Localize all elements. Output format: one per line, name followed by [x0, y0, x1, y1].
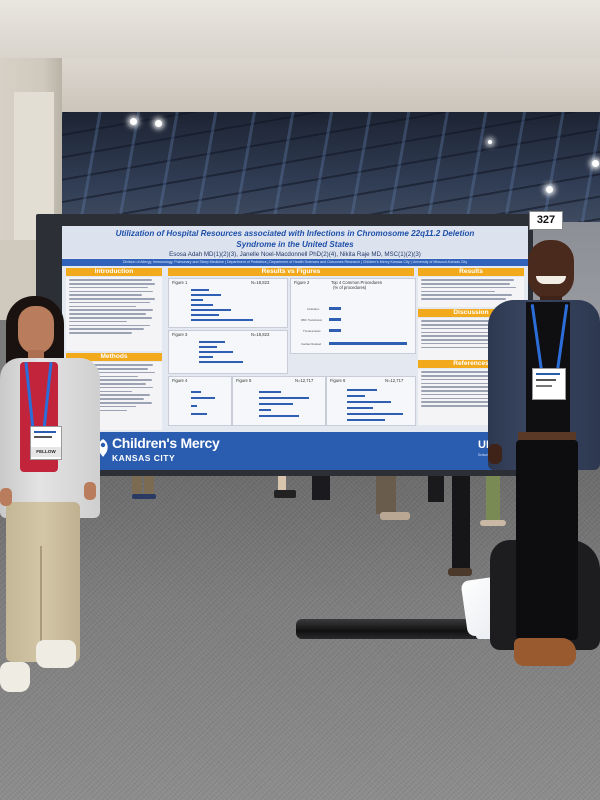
figure-2-subtitle: (% of procedures)	[333, 285, 367, 290]
badge-ribbon: FELLOW	[31, 447, 61, 457]
section-introduction: Introduction	[66, 268, 162, 276]
poster-affiliations: Division of Allergy, Immunology, Pulmona…	[62, 259, 528, 266]
ceiling-truss	[60, 112, 600, 222]
ceiling-light	[488, 140, 492, 144]
poster-authors: Esosa Adah MD(1)(2)(3), Janelle Noel-Mac…	[169, 251, 421, 258]
figure-2-cat-4: Cardiac Related	[301, 342, 322, 346]
ceiling	[0, 0, 600, 62]
background-attendee-legs	[480, 470, 520, 530]
background-attendee-legs	[274, 470, 334, 502]
section-methods: Methods	[66, 353, 162, 361]
ceiling-light	[155, 120, 162, 127]
section-results: Results	[418, 268, 524, 276]
background-attendee-legs	[376, 470, 416, 528]
name-badge	[532, 368, 566, 400]
ceiling-light	[546, 186, 553, 193]
booth-number-sign: 327	[529, 211, 563, 230]
figure-6-n: N=12,717	[385, 378, 404, 383]
presenter-woman: FELLOW	[0, 296, 110, 700]
ceiling-light	[130, 118, 137, 125]
section-results-vs-figures: Results vs Figures	[168, 268, 414, 276]
presenter-man	[488, 238, 600, 670]
poster-header	[62, 226, 528, 258]
childrens-mercy-logo-icon	[98, 439, 108, 457]
introduction-text	[66, 277, 162, 351]
name-badge: FELLOW	[30, 426, 62, 460]
background-attendee-legs	[448, 470, 478, 580]
figure-5: Figure 5 N=12,717	[232, 376, 326, 426]
figure-2-cat-1: Intubation	[307, 307, 320, 311]
figure-5-n: N=12,717	[295, 378, 314, 383]
poster-footer-banner	[62, 432, 528, 470]
section-discussion: Discussion	[418, 309, 524, 317]
figure-4-label: Figure 4	[172, 378, 188, 383]
figure-3: Figure 3 N=18,823	[168, 330, 288, 374]
research-poster: Utilization of Hospital Resources associ…	[62, 226, 528, 470]
figure-2: Figure 2 Top 4 Common Procedures (% of p…	[290, 278, 416, 354]
ceiling-soffit	[18, 58, 600, 116]
figure-3-n: N=18,823	[251, 332, 270, 337]
figure-6: Figure 6 N=12,717	[326, 376, 416, 426]
background-attendee-legs	[428, 470, 458, 510]
poster-title-line1: Utilization of Hospital Resources associ…	[115, 229, 475, 238]
figure-2-label: Figure 2	[294, 280, 310, 285]
figure-2-cat-3: Thoracentesis	[303, 329, 321, 333]
childrens-mercy-name: Children's Mercy	[112, 435, 220, 451]
background-attendee-legs	[132, 468, 160, 502]
section-references: References	[418, 360, 524, 368]
figure-5-label: Figure 5	[236, 378, 252, 383]
ceiling-light	[592, 160, 599, 167]
childrens-mercy-city: KANSAS CITY	[112, 453, 176, 463]
figure-2-cat-2: RBC Transfusion	[301, 318, 323, 322]
figure-1-n: N=18,823	[251, 280, 270, 285]
poster-title-line2: Syndrome in the United States	[236, 240, 354, 249]
figure-6-label: Figure 6	[330, 378, 346, 383]
poster-title: Utilization of Hospital Resources associ…	[82, 228, 508, 250]
figure-4: Figure 4	[168, 376, 232, 426]
figure-3-label: Figure 3	[172, 332, 188, 337]
figure-1-label: Figure 1	[172, 280, 188, 285]
figure-1: Figure 1 N=18,823	[168, 278, 288, 328]
figure-2-title: Top 4 Common Procedures	[331, 280, 382, 285]
